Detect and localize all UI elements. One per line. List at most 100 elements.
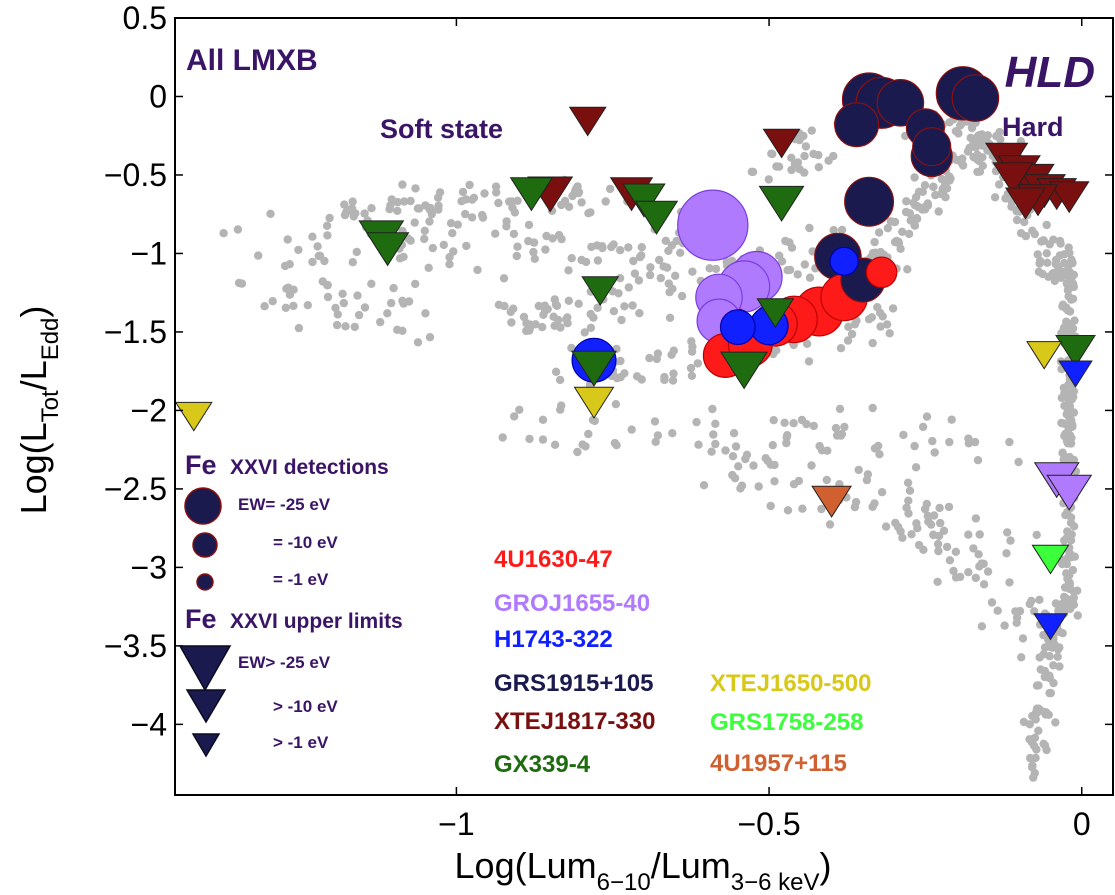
lmxb-point bbox=[807, 126, 816, 135]
lmxb-point bbox=[1070, 316, 1079, 325]
lmxb-point bbox=[453, 220, 462, 229]
y-tick-label: −1.5 bbox=[104, 314, 167, 350]
lmxb-point bbox=[1011, 607, 1020, 616]
lmxb-point bbox=[645, 270, 655, 280]
lmxb-point bbox=[930, 448, 939, 457]
lmxb-point bbox=[801, 142, 811, 151]
lmxb-point bbox=[1045, 652, 1054, 661]
lmxb-point bbox=[593, 256, 603, 265]
lmxb-point bbox=[802, 419, 811, 429]
lmxb-point bbox=[294, 245, 303, 255]
lmxb-point bbox=[494, 198, 503, 208]
size-legend-upper-limits-title: Fe XXVI upper limits bbox=[185, 604, 403, 634]
lmxb-point bbox=[978, 153, 987, 162]
lmxb-point bbox=[903, 478, 913, 487]
lmxb-point bbox=[1001, 194, 1010, 203]
lmxb-point bbox=[1025, 735, 1034, 744]
lmxb-point bbox=[964, 568, 973, 577]
lmxb-point bbox=[904, 496, 913, 505]
lmxb-point bbox=[461, 209, 470, 219]
upper-limit-marker bbox=[509, 177, 554, 212]
lmxb-point bbox=[1068, 294, 1078, 304]
lmxb-point bbox=[1068, 565, 1078, 575]
lmxb-point bbox=[323, 231, 332, 240]
lmxb-point bbox=[913, 524, 922, 533]
lmxb-point bbox=[651, 437, 660, 446]
lmxb-point bbox=[285, 290, 295, 299]
y-axis-label: Log(LTot/LEdd) bbox=[13, 306, 64, 515]
annotation-hard: Hard bbox=[1002, 112, 1064, 142]
lmxb-point bbox=[920, 181, 930, 190]
y-axis-label-sub2: Edd bbox=[37, 318, 64, 361]
lmxb-point bbox=[410, 218, 419, 227]
lmxb-point bbox=[942, 542, 952, 552]
lmxb-point bbox=[323, 281, 332, 290]
lmxb-point bbox=[677, 291, 687, 301]
lmxb-point bbox=[902, 197, 911, 206]
lmxb-point bbox=[888, 304, 898, 313]
lmxb-point bbox=[929, 182, 938, 191]
legend-entry-xtej1650-500: XTEJ1650-500 bbox=[710, 670, 871, 697]
lmxb-point bbox=[789, 419, 798, 428]
lmxb-point bbox=[1025, 720, 1035, 729]
lmxb-point bbox=[835, 404, 845, 414]
lmxb-point bbox=[564, 266, 573, 275]
lmxb-point bbox=[525, 434, 534, 444]
lmxb-point bbox=[338, 289, 347, 298]
lmxb-point bbox=[809, 149, 818, 159]
lmxb-point bbox=[635, 252, 645, 262]
lmxb-point bbox=[898, 533, 907, 542]
lmxb-point bbox=[433, 193, 443, 202]
detection-markers bbox=[571, 66, 1000, 383]
lmxb-point bbox=[667, 241, 677, 250]
lmxb-point bbox=[929, 511, 939, 520]
lmxb-point bbox=[1042, 745, 1051, 755]
lmxb-point bbox=[578, 440, 587, 449]
lmxb-point bbox=[731, 442, 741, 451]
lmxb-point bbox=[1066, 407, 1076, 417]
x-axis-label-sub1: 6−10 bbox=[597, 869, 651, 895]
lmxb-point bbox=[805, 273, 815, 282]
lmxb-point bbox=[1051, 718, 1060, 727]
lmxb-point bbox=[923, 511, 932, 521]
lmxb-point bbox=[360, 303, 370, 312]
lmxb-point bbox=[573, 447, 582, 457]
detection-marker bbox=[912, 127, 952, 167]
lmxb-point bbox=[898, 227, 907, 236]
lmxb-point bbox=[807, 461, 816, 470]
x-tick-label: −1 bbox=[438, 806, 474, 842]
lmxb-point bbox=[922, 499, 931, 509]
lmxb-point bbox=[609, 307, 619, 316]
lmxb-point bbox=[607, 242, 616, 252]
lmxb-point bbox=[787, 165, 796, 175]
lmxb-point bbox=[314, 251, 323, 261]
lmxb-point bbox=[515, 405, 524, 414]
lmxb-point bbox=[709, 430, 718, 439]
lmxb-point bbox=[285, 260, 294, 269]
upper-limit-marker bbox=[634, 200, 679, 235]
lmxb-point bbox=[580, 328, 589, 337]
legend-entry-4u1957-115: 4U1957+115 bbox=[710, 750, 847, 777]
lmxb-point bbox=[933, 577, 942, 586]
y-tick-label: −2.5 bbox=[104, 471, 167, 507]
lmxb-point bbox=[502, 222, 511, 231]
lmxb-point bbox=[1064, 243, 1073, 252]
lmxb-point bbox=[1060, 597, 1070, 606]
lmxb-point bbox=[584, 429, 593, 439]
lmxb-point bbox=[260, 302, 269, 311]
lmxb-point bbox=[616, 373, 625, 382]
lmxb-point bbox=[219, 229, 228, 238]
lmxb-point bbox=[783, 506, 793, 515]
lmxb-point bbox=[387, 298, 396, 308]
lmxb-point bbox=[1017, 653, 1026, 662]
lmxb-point bbox=[556, 405, 565, 414]
upper-limit-markers bbox=[174, 106, 1096, 641]
lmxb-point bbox=[995, 180, 1004, 189]
lmxb-point bbox=[605, 184, 615, 194]
lmxb-point bbox=[933, 539, 943, 549]
lmxb-point bbox=[656, 273, 665, 283]
lmxb-point bbox=[964, 434, 973, 443]
lmxb-point bbox=[1005, 437, 1014, 447]
y-axis-label-base: Log(L bbox=[13, 422, 54, 514]
x-axis-label-base: Log(Lum bbox=[455, 845, 597, 886]
